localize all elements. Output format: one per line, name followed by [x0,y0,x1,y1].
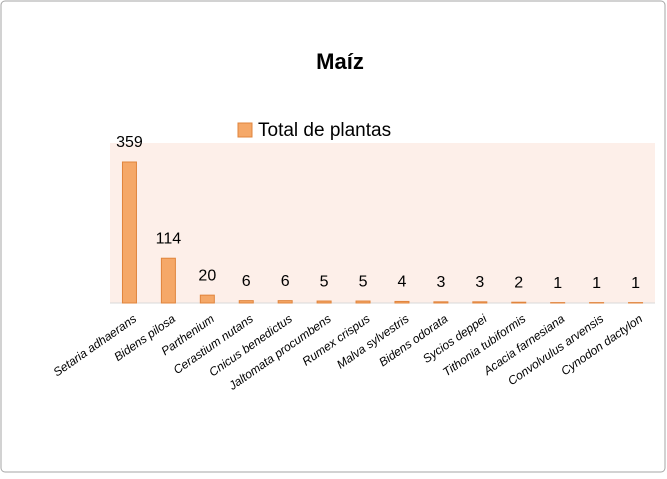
data-label: 6 [242,273,251,290]
data-label: 1 [631,275,640,292]
data-label: 6 [281,273,290,290]
plot-area [110,143,655,303]
bar [239,301,253,303]
data-label: 5 [359,273,368,290]
bar [278,301,292,303]
data-label: 359 [116,134,143,151]
data-label: 1 [592,275,601,292]
bar [473,302,487,303]
bar [395,301,409,303]
bar [356,301,370,303]
data-label: 1 [553,275,562,292]
legend-label: Total de plantas [258,120,391,141]
data-label: 2 [514,274,523,291]
data-label: 3 [436,274,445,291]
data-label: 4 [398,274,407,291]
bar [200,295,214,303]
bar [122,162,136,303]
data-label: 20 [198,267,216,284]
bar [434,302,448,303]
bar [161,258,175,303]
data-label: 114 [156,230,182,247]
chart-title: Maíz [316,49,364,74]
bar [317,301,331,303]
data-label: 3 [475,274,484,291]
legend-swatch [238,123,252,137]
data-label: 5 [320,273,329,290]
bar [512,302,526,303]
